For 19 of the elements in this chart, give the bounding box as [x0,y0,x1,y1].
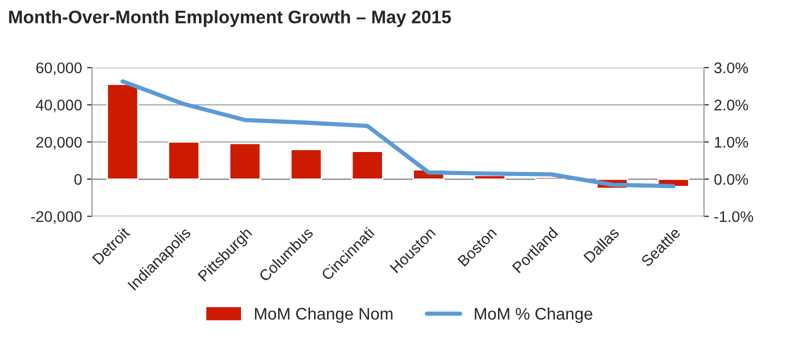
y2-tick-label: 1.0% [714,136,748,148]
y-tick-label: -20,000 [31,211,82,224]
y-tick-label: 40,000 [36,100,82,112]
y2-tick-label: 3.0% [714,62,748,74]
chart-title: Month-Over-Month Employment Growth – May 2015 [9,10,451,27]
bar [351,150,384,180]
y-tick-label: 60,000 [36,62,82,76]
y2-tick-label: 0.0% [714,174,748,185]
line-series [120,79,676,188]
bar [229,142,261,180]
y-tick-label: 0 [74,174,82,185]
legend-label: MoM Change Nom [255,307,392,323]
bar [290,148,322,180]
bar [106,84,139,180]
bar [168,141,200,180]
y2-tick-label: 2.0% [714,100,748,110]
y-tick-label: 20,000 [36,136,82,150]
y2-tick-label: -1.0% [714,211,754,222]
legend-label: MoM % Change [474,307,592,323]
